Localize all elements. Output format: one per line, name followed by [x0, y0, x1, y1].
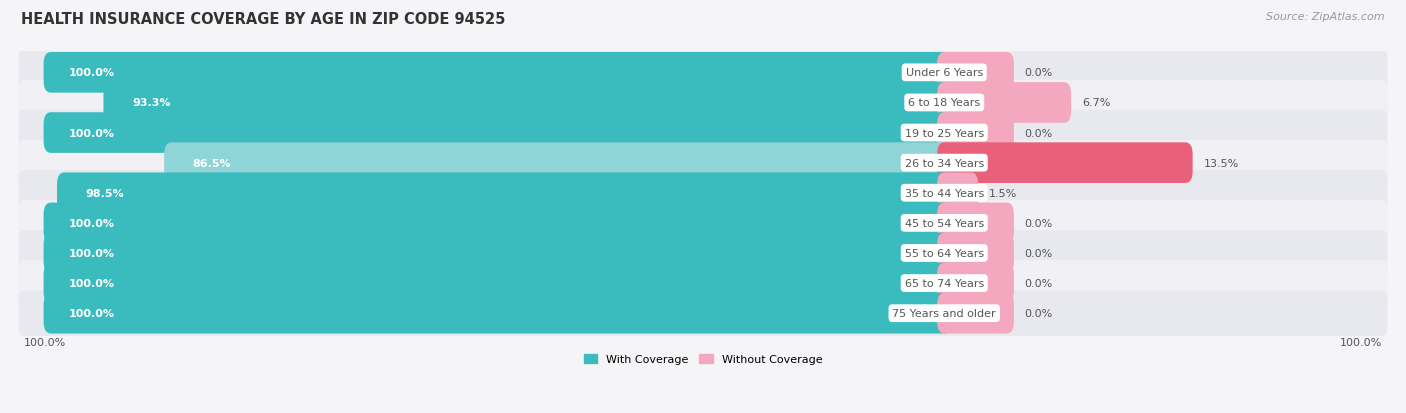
Text: 6 to 18 Years: 6 to 18 Years: [908, 98, 980, 108]
Text: 100.0%: 100.0%: [69, 248, 115, 259]
FancyBboxPatch shape: [44, 263, 952, 304]
Text: 65 to 74 Years: 65 to 74 Years: [904, 278, 984, 288]
FancyBboxPatch shape: [18, 231, 1388, 276]
FancyBboxPatch shape: [18, 201, 1388, 246]
FancyBboxPatch shape: [936, 293, 1014, 334]
Text: 93.3%: 93.3%: [132, 98, 170, 108]
FancyBboxPatch shape: [44, 113, 952, 154]
FancyBboxPatch shape: [936, 173, 979, 214]
Text: Under 6 Years: Under 6 Years: [905, 68, 983, 78]
FancyBboxPatch shape: [936, 233, 1014, 274]
FancyBboxPatch shape: [936, 143, 1192, 183]
FancyBboxPatch shape: [18, 261, 1388, 306]
Text: 0.0%: 0.0%: [1025, 68, 1053, 78]
FancyBboxPatch shape: [936, 203, 1014, 244]
Text: 100.0%: 100.0%: [69, 68, 115, 78]
FancyBboxPatch shape: [18, 81, 1388, 126]
Text: Source: ZipAtlas.com: Source: ZipAtlas.com: [1267, 12, 1385, 22]
FancyBboxPatch shape: [936, 113, 1014, 154]
FancyBboxPatch shape: [44, 203, 952, 244]
Text: 1.5%: 1.5%: [988, 188, 1017, 198]
Text: 100.0%: 100.0%: [1340, 337, 1382, 347]
Text: 13.5%: 13.5%: [1204, 158, 1239, 168]
FancyBboxPatch shape: [104, 83, 952, 123]
FancyBboxPatch shape: [44, 233, 952, 274]
Text: 100.0%: 100.0%: [69, 218, 115, 228]
Text: 100.0%: 100.0%: [24, 337, 66, 347]
Text: 75 Years and older: 75 Years and older: [893, 309, 995, 318]
FancyBboxPatch shape: [936, 263, 1014, 304]
Text: 100.0%: 100.0%: [69, 128, 115, 138]
Text: 0.0%: 0.0%: [1025, 309, 1053, 318]
FancyBboxPatch shape: [44, 53, 952, 93]
Text: 100.0%: 100.0%: [69, 309, 115, 318]
FancyBboxPatch shape: [18, 50, 1388, 96]
Text: 26 to 34 Years: 26 to 34 Years: [904, 158, 984, 168]
FancyBboxPatch shape: [18, 111, 1388, 156]
Text: 6.7%: 6.7%: [1081, 98, 1111, 108]
FancyBboxPatch shape: [44, 293, 952, 334]
Text: 0.0%: 0.0%: [1025, 248, 1053, 259]
Text: 98.5%: 98.5%: [86, 188, 124, 198]
FancyBboxPatch shape: [165, 143, 952, 183]
FancyBboxPatch shape: [18, 291, 1388, 336]
Text: HEALTH INSURANCE COVERAGE BY AGE IN ZIP CODE 94525: HEALTH INSURANCE COVERAGE BY AGE IN ZIP …: [21, 12, 506, 27]
Text: 0.0%: 0.0%: [1025, 218, 1053, 228]
FancyBboxPatch shape: [18, 140, 1388, 186]
Text: 0.0%: 0.0%: [1025, 278, 1053, 288]
Text: 35 to 44 Years: 35 to 44 Years: [904, 188, 984, 198]
Text: 19 to 25 Years: 19 to 25 Years: [904, 128, 984, 138]
FancyBboxPatch shape: [936, 83, 1071, 123]
Text: 55 to 64 Years: 55 to 64 Years: [904, 248, 984, 259]
Text: 100.0%: 100.0%: [69, 278, 115, 288]
Text: 86.5%: 86.5%: [193, 158, 232, 168]
FancyBboxPatch shape: [936, 53, 1014, 93]
Text: 0.0%: 0.0%: [1025, 128, 1053, 138]
Text: 45 to 54 Years: 45 to 54 Years: [904, 218, 984, 228]
FancyBboxPatch shape: [58, 173, 952, 214]
FancyBboxPatch shape: [18, 171, 1388, 216]
Legend: With Coverage, Without Coverage: With Coverage, Without Coverage: [579, 350, 827, 369]
